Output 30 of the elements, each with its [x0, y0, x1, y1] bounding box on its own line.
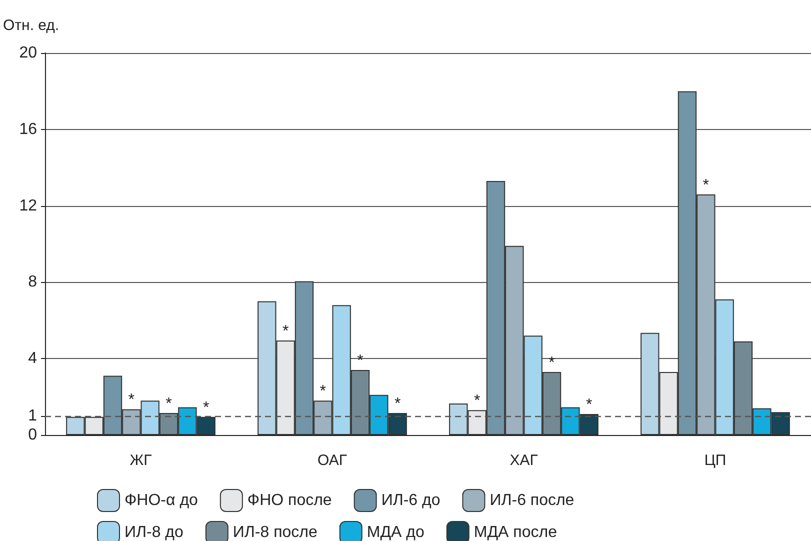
legend-label: МДА после: [474, 524, 558, 541]
data-label: *: [128, 392, 135, 409]
legend-label: ИЛ-8 до: [124, 524, 184, 541]
y-tick-label: 12: [19, 197, 38, 214]
legend-label: ИЛ-6 до: [381, 492, 440, 509]
x-tick-label: ЖГ: [130, 452, 152, 469]
data-label: *: [202, 399, 210, 416]
x-tick-label: ХАГ: [510, 452, 538, 469]
y-axis-title: Отн. ед.: [3, 17, 60, 34]
legend-label: ФНО после: [247, 492, 332, 509]
data-label: *: [282, 322, 289, 340]
y-tick-label: 0: [28, 426, 38, 444]
legend-label: ИЛ-6 после: [490, 492, 574, 509]
data-label: *: [548, 354, 555, 372]
data-label: *: [586, 396, 592, 414]
x-tick-label: ЦП: [704, 452, 726, 469]
y-tick-label: 4: [28, 350, 38, 368]
legend-label: ФНО-α до: [124, 492, 198, 509]
data-label: *: [320, 383, 326, 400]
y-tick-label: 20: [19, 44, 38, 62]
data-label: *: [702, 176, 710, 194]
y-tick-label: 1: [28, 407, 38, 424]
data-label: *: [474, 392, 480, 410]
y-tick-label: 16: [19, 120, 38, 138]
data-label: *: [166, 396, 172, 413]
y-tick-label: 8: [28, 274, 38, 291]
data-label: *: [394, 396, 401, 413]
legend-label: ИЛ-8 после: [232, 524, 318, 541]
x-tick-label: ОАГ: [318, 452, 347, 469]
legend-label: МДА до: [366, 524, 424, 541]
